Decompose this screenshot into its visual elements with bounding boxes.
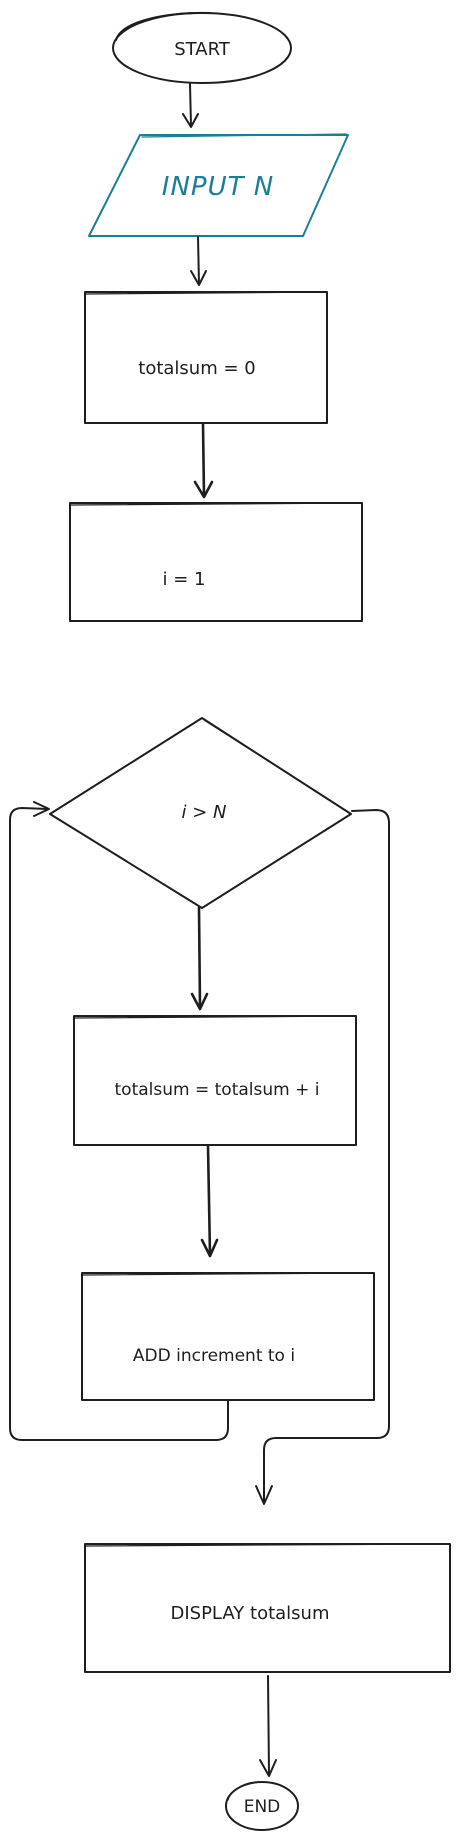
condition-label: i > N bbox=[182, 802, 227, 823]
condition-diamond-sketch bbox=[203, 719, 351, 814]
arrow-head bbox=[200, 1238, 219, 1258]
exit-arrow-head bbox=[255, 1485, 273, 1505]
input-parallelogram-sketch bbox=[141, 133, 347, 138]
display-box bbox=[84, 1543, 451, 1673]
start-ellipse-sketch bbox=[115, 11, 211, 41]
arrow-init-sum-to-init-i bbox=[193, 422, 214, 499]
arrow-input-to-init-sum bbox=[190, 236, 207, 286]
init-i-label: i = 1 bbox=[163, 569, 206, 590]
condition-decision: i > N bbox=[49, 717, 352, 909]
accumulate-box bbox=[73, 1015, 357, 1146]
arrow-shaft bbox=[201, 422, 206, 498]
arrow-shaft bbox=[197, 236, 200, 285]
loop-back-line bbox=[9, 807, 229, 1441]
arrow-head bbox=[193, 480, 214, 499]
arrow-head bbox=[182, 113, 199, 128]
display-box-sketch bbox=[85, 1543, 450, 1547]
display-label: DISPLAY totalsum bbox=[170, 1603, 329, 1624]
input-label: INPUT N bbox=[162, 172, 274, 202]
exit-connector bbox=[255, 809, 390, 1505]
init-sum-box bbox=[84, 291, 328, 424]
exit-line bbox=[263, 809, 390, 1503]
init-sum-box-sketch bbox=[85, 291, 327, 295]
end-terminal: END bbox=[225, 1781, 299, 1831]
init-sum-process: totalsum = 0 bbox=[84, 291, 328, 424]
arrow-shaft bbox=[206, 1144, 212, 1257]
init-i-process: i = 1 bbox=[69, 502, 363, 622]
arrow-shaft bbox=[189, 83, 192, 127]
increment-label: ADD increment to i bbox=[133, 1346, 295, 1366]
accumulate-process: totalsum = totalsum + i bbox=[73, 1015, 357, 1146]
arrow-head bbox=[190, 270, 207, 286]
accumulate-box-sketch bbox=[74, 1015, 356, 1019]
increment-process: ADD increment to i bbox=[81, 1272, 375, 1401]
arrow-shaft bbox=[197, 906, 202, 1010]
increment-box-sketch bbox=[82, 1272, 374, 1276]
init-i-box bbox=[69, 502, 363, 622]
init-i-box-sketch bbox=[70, 502, 362, 506]
arrow-start-to-input bbox=[182, 83, 199, 128]
loop-back-arrow-head bbox=[33, 801, 50, 817]
start-label: START bbox=[174, 39, 231, 60]
arrow-shaft bbox=[267, 1675, 270, 1776]
input-node: INPUT N bbox=[88, 133, 349, 237]
end-ellipse-sketch bbox=[227, 1781, 273, 1801]
arrow-display-to-end bbox=[259, 1675, 277, 1777]
loop-back-connector bbox=[9, 801, 229, 1441]
arrow-head bbox=[190, 992, 209, 1011]
arrow-condition-to-accumulate bbox=[190, 906, 209, 1011]
accumulate-label: totalsum = totalsum + i bbox=[115, 1080, 320, 1100]
arrow-head bbox=[259, 1759, 277, 1777]
init-sum-label: totalsum = 0 bbox=[138, 358, 255, 379]
start-terminal: START bbox=[112, 11, 292, 84]
increment-box bbox=[81, 1272, 375, 1401]
end-label: END bbox=[244, 1797, 281, 1817]
display-output: DISPLAY totalsum bbox=[84, 1543, 451, 1673]
arrow-accumulate-to-increment bbox=[200, 1144, 219, 1258]
